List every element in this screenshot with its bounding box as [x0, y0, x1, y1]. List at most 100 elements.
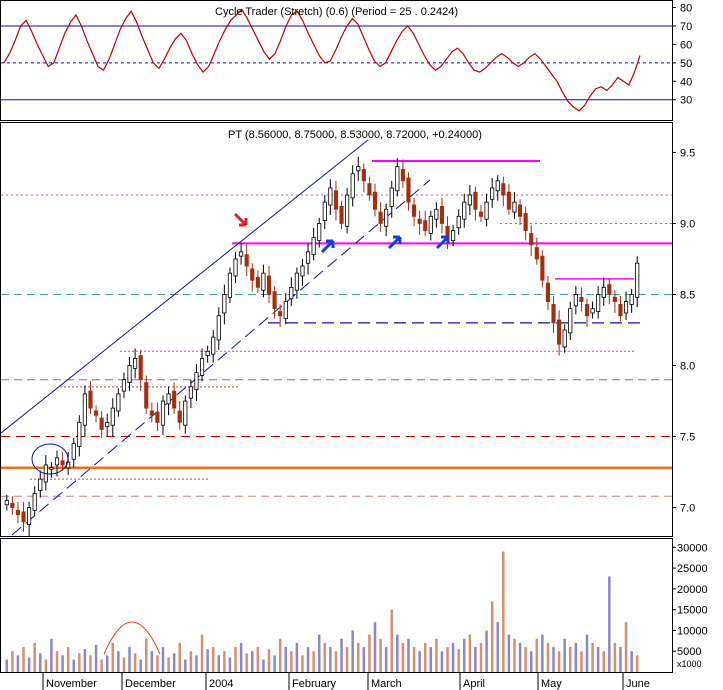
candle-body — [289, 286, 294, 300]
price-tick-label: 7.5 — [680, 432, 695, 444]
candle-body — [110, 407, 115, 426]
candle-body — [635, 262, 640, 298]
volume-arc-annotation — [103, 621, 161, 655]
candle-body — [517, 204, 523, 217]
candle-body — [428, 215, 433, 234]
candle-body — [239, 251, 244, 257]
candle-body — [411, 204, 417, 217]
candle-body — [300, 265, 305, 277]
candle-body — [467, 194, 472, 206]
blue-arrow-icon — [435, 235, 450, 250]
candle-body — [501, 183, 506, 196]
candle-body — [205, 350, 210, 356]
candle-body — [540, 255, 545, 281]
candle-body — [350, 173, 355, 199]
candle-body — [618, 304, 623, 317]
candle-body — [211, 336, 216, 355]
candle-body — [27, 507, 32, 526]
red-arrow-icon — [233, 212, 248, 227]
price-title: PT (8.56000, 8.75000, 8.53000, 8.72000, … — [228, 129, 482, 141]
candle-body — [177, 410, 182, 423]
candle-body — [557, 319, 562, 345]
candle-body — [99, 417, 104, 430]
candle-body — [144, 382, 149, 409]
candle-body — [490, 187, 495, 200]
candle-body — [456, 215, 461, 229]
osc-tick-label: 80 — [680, 3, 692, 15]
osc-tick-label: 60 — [680, 39, 692, 51]
candle-body — [607, 284, 612, 295]
channel-lower-line — [11, 179, 431, 536]
candle-body — [93, 410, 99, 416]
candle-body — [579, 296, 584, 302]
candle-body — [462, 201, 467, 220]
candle-body — [216, 315, 221, 341]
candle-body — [283, 301, 288, 320]
osc-tick-label: 30 — [680, 95, 692, 107]
candle-body — [417, 218, 422, 224]
candle-body — [568, 308, 573, 334]
candle-body — [562, 329, 567, 348]
candle-body — [400, 169, 405, 182]
candle-body — [478, 211, 484, 217]
candle-body — [54, 457, 60, 466]
candle-body — [4, 500, 9, 506]
candle-body — [484, 201, 489, 220]
candle-body — [305, 251, 311, 264]
candle-body — [534, 247, 539, 260]
circle-annotation — [31, 443, 69, 475]
vol-tick-label: 20000 — [677, 584, 708, 596]
price-tick-label: 7.0 — [680, 503, 695, 515]
candle-body — [512, 201, 517, 213]
candle-body — [523, 213, 528, 231]
candle-body — [545, 282, 551, 302]
candle-body — [590, 308, 595, 314]
osc-tick-label: 40 — [680, 76, 692, 88]
candle-body — [317, 223, 322, 241]
candle-body — [71, 443, 76, 460]
osc-tick-label: 70 — [680, 21, 692, 33]
candle-body — [339, 205, 344, 224]
candle-body — [322, 201, 327, 222]
x-tick-label: 2004 — [209, 678, 233, 690]
x-tick-label: April — [463, 678, 485, 690]
candle-body — [612, 296, 617, 302]
price-tick-label: 9.5 — [680, 147, 695, 159]
candle-body — [166, 393, 171, 405]
candle-body — [244, 254, 249, 267]
candle-body — [389, 187, 394, 207]
oscillator-line — [3, 8, 641, 112]
candle-body — [372, 191, 378, 210]
price-tick-label: 9.0 — [680, 218, 695, 230]
x-tick-label: May — [541, 678, 562, 690]
price-tick-label: 8.0 — [680, 361, 695, 373]
vol-tick-label: 10000 — [677, 625, 708, 637]
candle-body — [361, 169, 366, 182]
candle-body — [356, 166, 361, 172]
candle-body — [551, 304, 556, 324]
volume-layer — [5, 551, 639, 672]
candle-body — [60, 460, 65, 466]
candle-body — [473, 191, 478, 210]
x-tick-label: June — [626, 678, 650, 690]
candle-body — [233, 258, 238, 277]
blue-arrow-icon — [387, 235, 402, 250]
oscillator-title: Cycle Trader (Stretch) (0.6) (Period = 2… — [215, 6, 458, 18]
candle-body — [629, 294, 634, 305]
candle-body — [596, 294, 601, 312]
candle-body — [495, 180, 500, 192]
candle-body — [272, 291, 277, 310]
oscillator-panel — [0, 0, 673, 121]
candle-body — [32, 492, 37, 511]
candle-body — [328, 187, 333, 206]
candle-body — [294, 272, 299, 291]
osc-tick-label: 50 — [680, 58, 692, 70]
vol-tick-label: 15000 — [677, 605, 708, 617]
price-layer — [0, 139, 672, 536]
candle-body — [311, 237, 316, 256]
candle-body — [127, 365, 132, 383]
candle-body — [133, 358, 138, 369]
candle-body — [15, 510, 21, 516]
candle-body — [138, 355, 143, 381]
